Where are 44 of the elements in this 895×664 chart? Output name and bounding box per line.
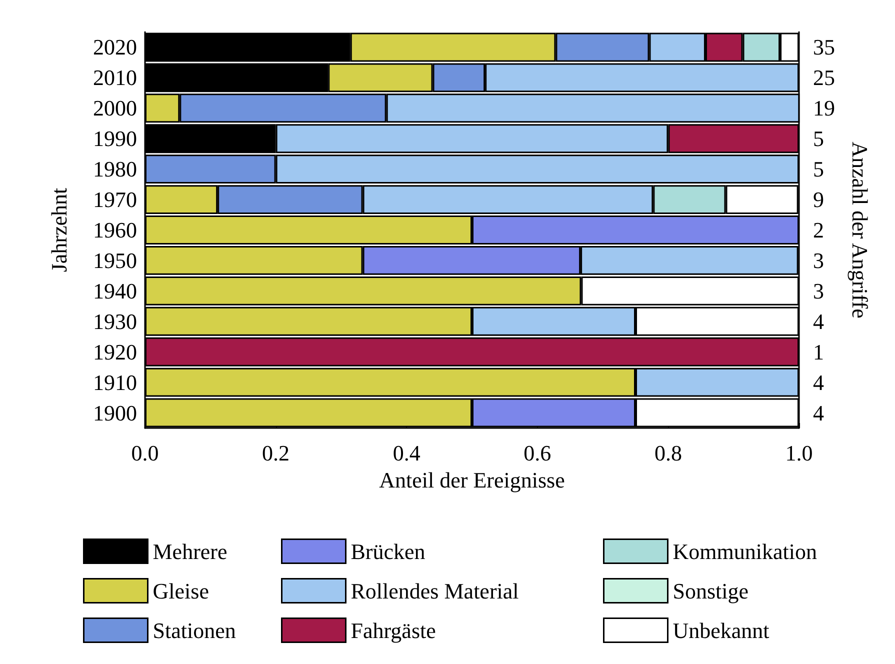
y-tick-label: 2000: [93, 96, 137, 121]
y-tick-label: 1970: [93, 187, 137, 212]
legend-label: Stationen: [152, 618, 236, 643]
y-tick-label: 1940: [93, 278, 137, 304]
y-tick-label: 1990: [93, 126, 137, 152]
y2-tick-label: 2: [813, 218, 824, 242]
y2-tick-label: 5: [813, 156, 824, 182]
y2-tick-label: 9: [813, 187, 824, 212]
legend-label: Gleise: [152, 578, 209, 604]
y2-tick-label: 25: [813, 65, 835, 90]
x-tick-label: 0.4: [392, 440, 420, 466]
y2-tick-label: 1: [813, 339, 824, 364]
y-tick-label: 1900: [93, 400, 137, 426]
y2-axis-title: Anzahl der Angriffe: [848, 142, 872, 318]
y2-tick-label: 4: [813, 400, 824, 426]
legend-label: Mehrere: [152, 538, 228, 564]
legend-label: Fahrgäste: [350, 618, 436, 643]
y-tick-label: 1950: [93, 248, 137, 273]
x-tick-label: 1.0: [785, 440, 813, 466]
legend-label: Brücken: [350, 538, 426, 564]
y-axis-title: Jahrzehnt: [46, 188, 72, 272]
legend-label: Rollendes Material: [350, 578, 519, 604]
y2-tick-label: 19: [813, 96, 835, 121]
y2-tick-label: 3: [813, 248, 824, 273]
x-tick-label: 0.0: [131, 440, 159, 466]
y-tick-label: 1920: [93, 339, 137, 364]
legend-label: Sonstige: [672, 578, 749, 604]
x-tick-label: 0.8: [654, 440, 682, 466]
y2-tick-label: 3: [813, 278, 824, 304]
x-tick-label: 0.6: [524, 440, 552, 466]
y-tick-label: 1980: [93, 156, 137, 182]
y-tick-label: 1960: [93, 218, 137, 242]
x-axis-title: Anteil der Ereignisse: [379, 467, 565, 492]
y-tick-label: 2010: [93, 65, 137, 90]
y2-tick-label: 35: [813, 34, 835, 60]
y-tick-label: 2020: [93, 34, 137, 60]
y2-tick-label: 5: [813, 126, 824, 152]
legend-label: Kommunikation: [672, 538, 817, 564]
legend-label: Unbekannt: [672, 618, 770, 643]
y2-tick-label: 4: [813, 308, 824, 334]
y-tick-label: 1910: [93, 370, 137, 395]
y2-tick-label: 4: [813, 370, 824, 395]
x-tick-label: 0.2: [262, 440, 290, 466]
y-tick-label: 1930: [93, 308, 137, 334]
